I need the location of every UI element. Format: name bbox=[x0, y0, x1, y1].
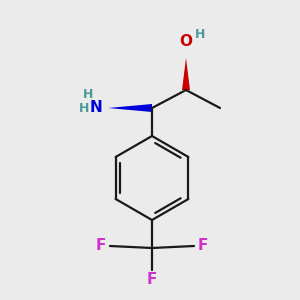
Text: O: O bbox=[179, 34, 193, 50]
Polygon shape bbox=[182, 58, 190, 90]
Text: F: F bbox=[96, 238, 106, 253]
Polygon shape bbox=[108, 104, 152, 112]
Text: H: H bbox=[79, 103, 89, 116]
Text: H: H bbox=[83, 88, 93, 100]
Text: F: F bbox=[147, 272, 157, 287]
Text: N: N bbox=[90, 100, 102, 116]
Text: F: F bbox=[198, 238, 208, 253]
Text: H: H bbox=[195, 28, 205, 40]
